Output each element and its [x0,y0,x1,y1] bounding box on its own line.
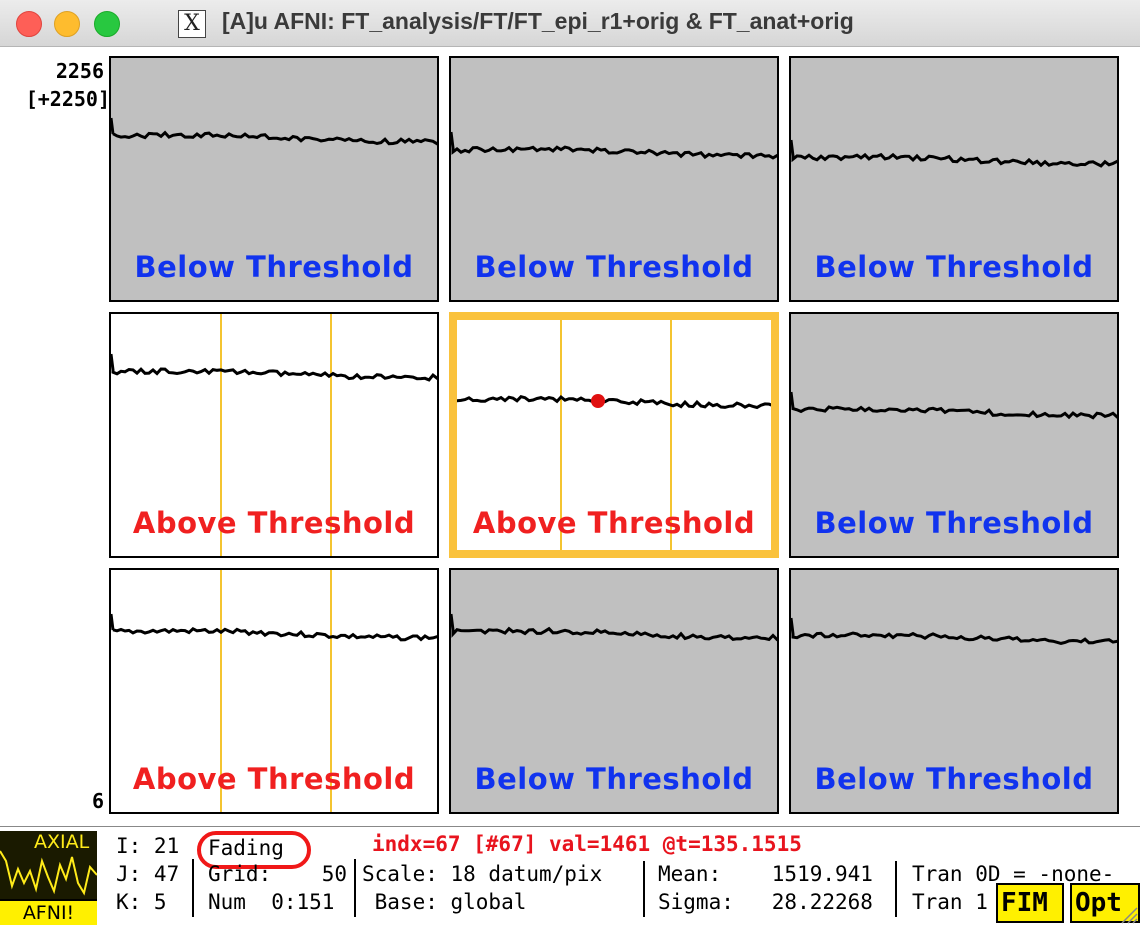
threshold-label: Above Threshold [472,506,756,540]
time-series-trace [111,353,437,382]
fading-toggle[interactable]: Fading [208,836,284,860]
logo-axial-text: AXIAL [34,831,90,853]
time-series-trace [451,613,777,642]
afni-logo[interactable]: AXIAL AFNI! [0,831,97,925]
time-series-trace [111,117,437,146]
sigma-readout: Sigma: 28.22268 [658,890,873,914]
status-area: AXIAL AFNI! I: 21 J: 47 K: 5 Fading Grid… [0,826,1140,926]
time-series-trace [111,613,437,642]
tran-1d-readout[interactable]: Tran 1 [912,890,988,914]
title-bar: X [A]u AFNI: FT_analysis/FT/FT_epi_r1+or… [0,0,1140,47]
time-series-trace [791,391,1117,420]
grid-line [330,570,332,812]
time-series-trace [791,617,1117,645]
y-min-label: 6 [91,789,104,813]
resize-grip-icon[interactable] [1118,904,1138,924]
tran-0d-readout[interactable]: Tran 0D = -none- [912,862,1115,886]
zoom-window-button[interactable] [94,11,120,37]
voxel-info: indx=67 [#67] val=1461 @t=135.1515 [372,832,802,856]
separator [354,859,356,917]
mean-readout: Mean: 1519.941 [658,862,873,886]
separator [643,861,645,917]
graph-panel-8[interactable]: Below Threshold [449,568,779,814]
fim-button[interactable]: FIM [996,883,1064,923]
y-max-label: 2256 [55,59,104,83]
threshold-label: Below Threshold [134,250,414,284]
base-readout[interactable]: Base: global [362,890,527,914]
threshold-label: Below Threshold [814,250,1094,284]
x11-app-icon: X [178,10,206,38]
opt-button[interactable]: Opt [1070,883,1140,923]
index-k: K: 5 [116,890,167,914]
separator [192,859,194,917]
logo-afni-text: AFNI! [0,899,97,925]
close-window-button[interactable] [16,11,42,37]
grid-line [220,314,222,556]
graph-matrix[interactable]: 2256 [+2250] 6 Below Threshold Below Thr… [0,47,1140,825]
graph-panel-4[interactable]: Above Threshold [109,312,439,558]
threshold-label: Below Threshold [814,506,1094,540]
graph-panel-6[interactable]: Below Threshold [789,312,1119,558]
num-range: Num 0:151 [208,890,335,914]
graph-panel-2[interactable]: Below Threshold [449,56,779,302]
time-series-trace [451,131,777,160]
afni-logo-wave [0,850,97,896]
current-time-marker [591,394,605,408]
minimize-window-button[interactable] [54,11,80,37]
threshold-label: Above Threshold [132,506,416,540]
fading-highlight-circle [197,831,311,869]
threshold-label: Below Threshold [474,762,754,796]
grid-line [560,320,562,550]
grid-line [330,314,332,556]
threshold-label: Below Threshold [814,762,1094,796]
threshold-label: Below Threshold [474,250,754,284]
grid-line [670,320,672,550]
separator [895,861,897,917]
graph-panel-5-selected[interactable]: Above Threshold [449,312,779,558]
grid-line [220,570,222,812]
index-i: I: 21 [116,834,180,858]
grid-value[interactable]: Grid: 50 [208,862,348,886]
scale-readout[interactable]: Scale: 18 datum/pix [362,862,603,886]
graph-panel-7[interactable]: Above Threshold [109,568,439,814]
y-offset-label: [+2250] [25,87,110,111]
window-title: [A]u AFNI: FT_analysis/FT/FT_epi_r1+orig… [222,8,854,34]
index-j: J: 47 [116,862,180,886]
time-series-trace [791,139,1117,168]
graph-panel-9[interactable]: Below Threshold [789,568,1119,814]
graph-panel-1[interactable]: Below Threshold [109,56,439,302]
time-series-trace [457,394,771,410]
threshold-label: Above Threshold [132,762,416,796]
graph-panel-3[interactable]: Below Threshold [789,56,1119,302]
